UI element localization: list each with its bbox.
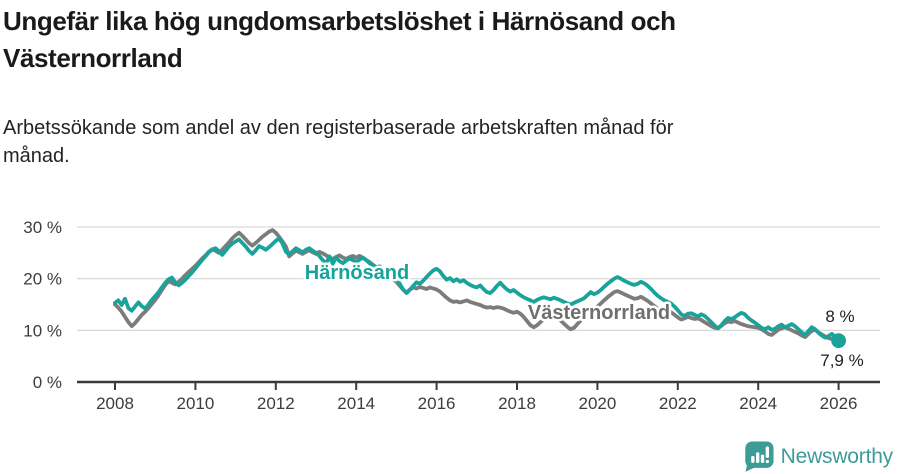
- end-value-label-harnosand: 8 %: [825, 307, 854, 326]
- page-title: Ungefär lika hög ungdomsarbetslöshet i H…: [3, 6, 676, 73]
- chart-subtitle: Arbetssökande som andel av den registerb…: [3, 115, 673, 170]
- chart-subtitle-line2: månad.: [3, 144, 70, 167]
- x-axis-tick-label: 2008: [96, 394, 134, 413]
- y-axis-tick-label: 0 %: [33, 373, 62, 392]
- x-axis-tick-label: 2012: [257, 394, 295, 413]
- x-axis-tick-label: 2016: [418, 394, 456, 413]
- x-axis-tick-label: 2022: [659, 394, 697, 413]
- x-axis-tick-label: 2010: [176, 394, 214, 413]
- y-axis-tick-label: 10 %: [23, 321, 62, 340]
- newsworthy-brand-text: Newsworthy: [780, 444, 894, 468]
- x-axis-tick-label: 2024: [739, 394, 777, 413]
- series-label-vasternorrland: Västernorrland: [528, 302, 670, 324]
- x-axis-tick-label: 2018: [498, 394, 536, 413]
- y-axis-tick-label: 20 %: [23, 270, 62, 289]
- chart-subtitle-line1: Arbetssökande som andel av den registerb…: [3, 117, 674, 139]
- x-axis-tick-label: 2026: [820, 394, 858, 413]
- harnosand-end-dot: [831, 333, 846, 349]
- harnosand-line: [113, 236, 841, 343]
- x-axis-tick-label: 2020: [578, 394, 616, 413]
- end-value-label-vasternorrland: 7,9 %: [820, 351, 863, 370]
- series-label-harnosand: Härnösand: [305, 262, 409, 284]
- newsworthy-logo-icon: [744, 441, 774, 472]
- y-axis-tick-label: 30 %: [23, 218, 62, 237]
- x-axis-tick-label: 2014: [337, 394, 375, 413]
- chart-plot-area: 0 % 10 % 20 % 30 % 2008 2010 2012 2014 2016 2018 2…: [23, 218, 880, 413]
- newsworthy-attribution: Newsworthy: [743, 440, 893, 473]
